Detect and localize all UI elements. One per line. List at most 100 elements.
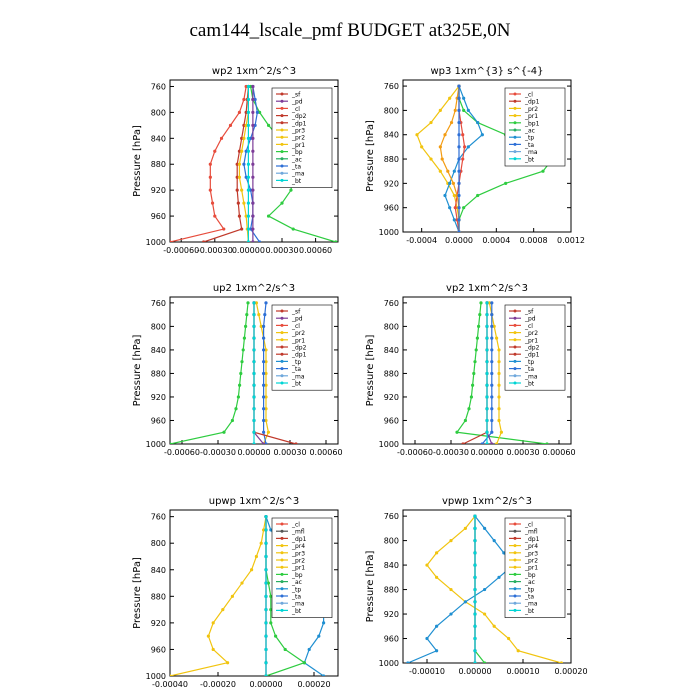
data-point — [244, 175, 248, 179]
data-point — [242, 97, 246, 102]
data-point — [469, 395, 473, 399]
data-point — [237, 149, 242, 153]
data-point — [251, 188, 255, 192]
data-point — [239, 371, 243, 376]
legend-label: _ma — [524, 601, 538, 608]
data-point — [242, 336, 246, 340]
series-bt — [485, 301, 489, 444]
data-point — [230, 594, 234, 598]
data-point — [457, 218, 461, 222]
y-axis-label: Pressure [hPa] — [365, 551, 376, 623]
data-point — [457, 181, 461, 185]
x-tick-label: 0.00030 — [506, 448, 539, 457]
y-tick-label: 800 — [384, 106, 399, 115]
data-point — [457, 84, 461, 88]
data-point — [490, 418, 494, 423]
legend-label: _dp1 — [524, 99, 540, 106]
data-point — [240, 188, 244, 192]
data-point — [473, 563, 477, 567]
data-point — [221, 608, 225, 612]
data-point — [240, 136, 244, 140]
data-point — [262, 430, 266, 434]
data-point — [462, 206, 466, 210]
data-point — [449, 539, 453, 543]
legend-label: _bp1 — [524, 120, 540, 127]
data-point — [236, 395, 240, 399]
data-point — [466, 145, 470, 149]
data-point — [492, 324, 496, 328]
data-point — [452, 218, 456, 222]
legend-marker — [513, 352, 517, 356]
data-point — [457, 206, 461, 210]
data-point — [497, 371, 501, 376]
data-point — [264, 442, 268, 444]
legend-label: _tp — [524, 359, 534, 366]
data-point — [495, 336, 499, 340]
legend-marker — [280, 367, 284, 371]
x-tick-label: -0.00060 — [163, 246, 199, 255]
data-point — [246, 97, 250, 102]
data-point — [254, 554, 258, 559]
legend-marker — [513, 135, 517, 139]
x-tick-label: 0.00000 — [249, 680, 282, 689]
legend-marker — [280, 128, 284, 132]
data-point — [246, 123, 250, 127]
legend-label: _dp1 — [291, 352, 307, 359]
data-point — [485, 348, 489, 352]
data-point — [462, 108, 466, 112]
data-point — [473, 600, 477, 604]
legend-marker — [280, 135, 284, 139]
legend-marker — [513, 323, 517, 327]
legend-label: _cl — [291, 106, 300, 113]
x-tick-label: 0.00020 — [297, 680, 330, 689]
data-point — [246, 84, 250, 89]
legend: _cl_mfl_dp1_pr4_pr3_pr2_pr1_bp_ac_tp_ta_… — [271, 517, 333, 618]
x-tick-label: -0.00060 — [164, 448, 200, 457]
data-point — [240, 149, 244, 153]
legend-marker — [280, 157, 284, 161]
data-point — [252, 383, 256, 387]
data-point — [170, 240, 172, 242]
y-tick-label: 840 — [151, 566, 166, 575]
data-point — [246, 301, 250, 305]
data-point — [240, 360, 244, 364]
data-point — [237, 214, 242, 218]
data-point — [448, 96, 452, 100]
data-point — [443, 133, 447, 137]
data-point — [453, 206, 457, 210]
legend-label: _dp2 — [291, 113, 307, 120]
legend-label: _sf — [524, 309, 534, 316]
data-point — [490, 371, 494, 376]
data-point — [463, 600, 467, 604]
plot-frame — [402, 79, 572, 233]
legend-marker — [280, 522, 284, 526]
data-point — [249, 188, 253, 192]
y-tick-label: 840 — [384, 561, 399, 570]
data-point — [206, 634, 210, 638]
data-point — [254, 301, 258, 305]
data-point — [322, 621, 326, 625]
legend-label: _dp2 — [524, 345, 540, 352]
data-point — [516, 649, 520, 653]
legend-marker — [280, 565, 284, 569]
data-point — [322, 674, 326, 676]
x-tick-label: 0.00010 — [506, 667, 539, 676]
data-point — [497, 395, 501, 399]
y-tick-label: 800 — [384, 322, 399, 331]
data-point — [490, 442, 494, 444]
series-bp — [455, 301, 549, 444]
data-point — [477, 324, 481, 328]
data-point — [219, 136, 224, 140]
data-point — [264, 407, 268, 411]
y-tick-label: 920 — [151, 186, 166, 195]
x-tick-label: 0.00020 — [554, 667, 587, 676]
data-point — [252, 371, 256, 376]
legend-label: _pr2 — [524, 558, 538, 565]
data-point — [262, 371, 266, 376]
data-point — [485, 301, 489, 305]
data-point — [490, 360, 494, 364]
data-point — [495, 442, 499, 444]
data-point — [485, 371, 489, 376]
data-point — [237, 110, 242, 114]
data-point — [457, 133, 461, 137]
